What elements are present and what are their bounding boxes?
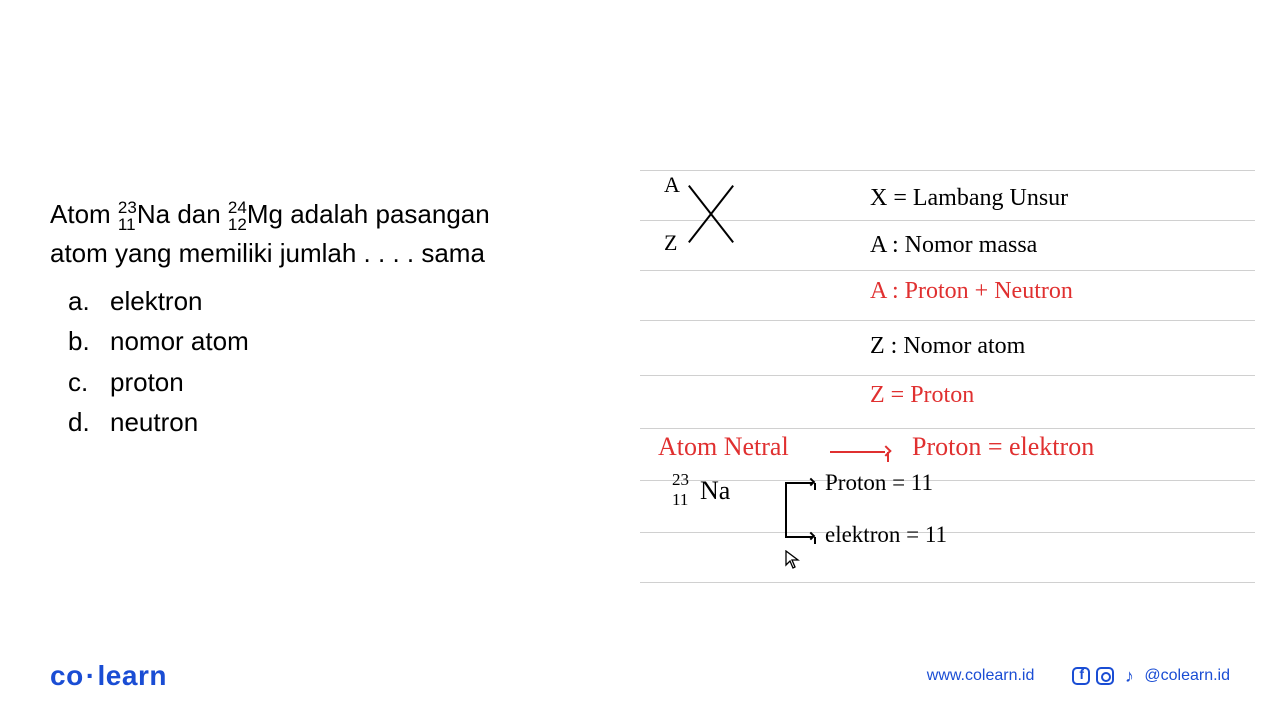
q-text-post: adalah pasangan — [283, 199, 490, 229]
na-symbol-hw: Na — [700, 476, 730, 506]
arrow-head-icon — [880, 445, 891, 456]
footer: co·learn www.colearn.id ♪ @colearn.id — [0, 660, 1280, 692]
option-c: c. proton — [68, 362, 610, 402]
ruled-line — [640, 532, 1255, 533]
logo-dot: · — [86, 660, 96, 691]
option-b: b. nomor atom — [68, 321, 610, 361]
ruled-line — [640, 375, 1255, 376]
mg-symbol: Mg — [247, 199, 283, 229]
handwritten-work-area: A Z X = Lambang Unsur A : Nomor massa A … — [640, 170, 1255, 610]
arrow-tail — [814, 537, 816, 544]
facebook-icon — [1072, 667, 1090, 685]
ruled-line — [640, 428, 1255, 429]
option-a: a. elektron — [68, 281, 610, 321]
def-a: A : Nomor massa — [870, 232, 1037, 259]
instagram-icon — [1096, 667, 1114, 685]
website-url: www.colearn.id — [927, 667, 1035, 685]
option-a-letter: a. — [68, 281, 110, 321]
arrow-down-tail — [887, 452, 889, 462]
na-mass-hw: 23 — [672, 470, 689, 490]
option-c-text: proton — [110, 362, 184, 402]
ruled-line — [640, 582, 1255, 583]
option-d-letter: d. — [68, 402, 110, 442]
footer-right: www.colearn.id ♪ @colearn.id — [927, 667, 1230, 685]
mg-mass: 24 — [228, 199, 247, 216]
q-line2: atom yang memiliki jumlah . . . . sama — [50, 238, 485, 268]
def-z-expanded: Z = Proton — [870, 382, 974, 409]
social-links: ♪ @colearn.id — [1072, 667, 1230, 685]
element-notation-diagram — [675, 178, 745, 248]
na-notation: 2311 — [118, 199, 137, 233]
logo-co: co — [50, 660, 84, 691]
label-a: A — [664, 172, 680, 198]
na-proton-value: Proton = 11 — [825, 470, 933, 496]
bracket-line — [785, 482, 787, 538]
ruled-line — [640, 170, 1255, 171]
option-a-text: elektron — [110, 281, 203, 321]
option-b-letter: b. — [68, 321, 110, 361]
q-text-pre: Atom — [50, 199, 118, 229]
na-mass: 23 — [118, 199, 137, 216]
q-text-mid: dan — [170, 199, 228, 229]
proton-equals-elektron: Proton = elektron — [912, 432, 1094, 462]
atom-netral-label: Atom Netral — [658, 432, 789, 462]
def-x: X = Lambang Unsur — [870, 185, 1068, 212]
tiktok-icon: ♪ — [1120, 667, 1138, 685]
ruled-line — [640, 480, 1255, 481]
logo-learn: learn — [98, 660, 167, 691]
def-a-expanded: A : Proton + Neutron — [870, 278, 1073, 305]
def-z: Z : Nomor atom — [870, 333, 1025, 360]
arrow-tail — [814, 483, 816, 490]
label-z: Z — [664, 230, 677, 256]
option-b-text: nomor atom — [110, 321, 249, 361]
mg-notation: 2412 — [228, 199, 247, 233]
option-d-text: neutron — [110, 402, 198, 442]
ruled-line — [640, 320, 1255, 321]
option-c-letter: c. — [68, 362, 110, 402]
social-handle: @colearn.id — [1144, 667, 1230, 685]
options-list: a. elektron b. nomor atom c. proton d. n… — [68, 281, 610, 442]
question-block: Atom 2311Na dan 2412Mg adalah pasangan a… — [50, 195, 610, 442]
option-d: d. neutron — [68, 402, 610, 442]
cursor-icon — [785, 550, 801, 575]
na-elektron-value: elektron = 11 — [825, 522, 947, 548]
question-text: Atom 2311Na dan 2412Mg adalah pasangan a… — [50, 195, 610, 273]
na-symbol: Na — [137, 199, 170, 229]
na-atomic-hw: 11 — [672, 490, 688, 510]
mg-atomic: 12 — [228, 216, 247, 233]
na-atomic: 11 — [118, 216, 137, 233]
arrow-line — [830, 451, 885, 453]
brand-logo: co·learn — [50, 660, 167, 692]
ruled-line — [640, 270, 1255, 271]
